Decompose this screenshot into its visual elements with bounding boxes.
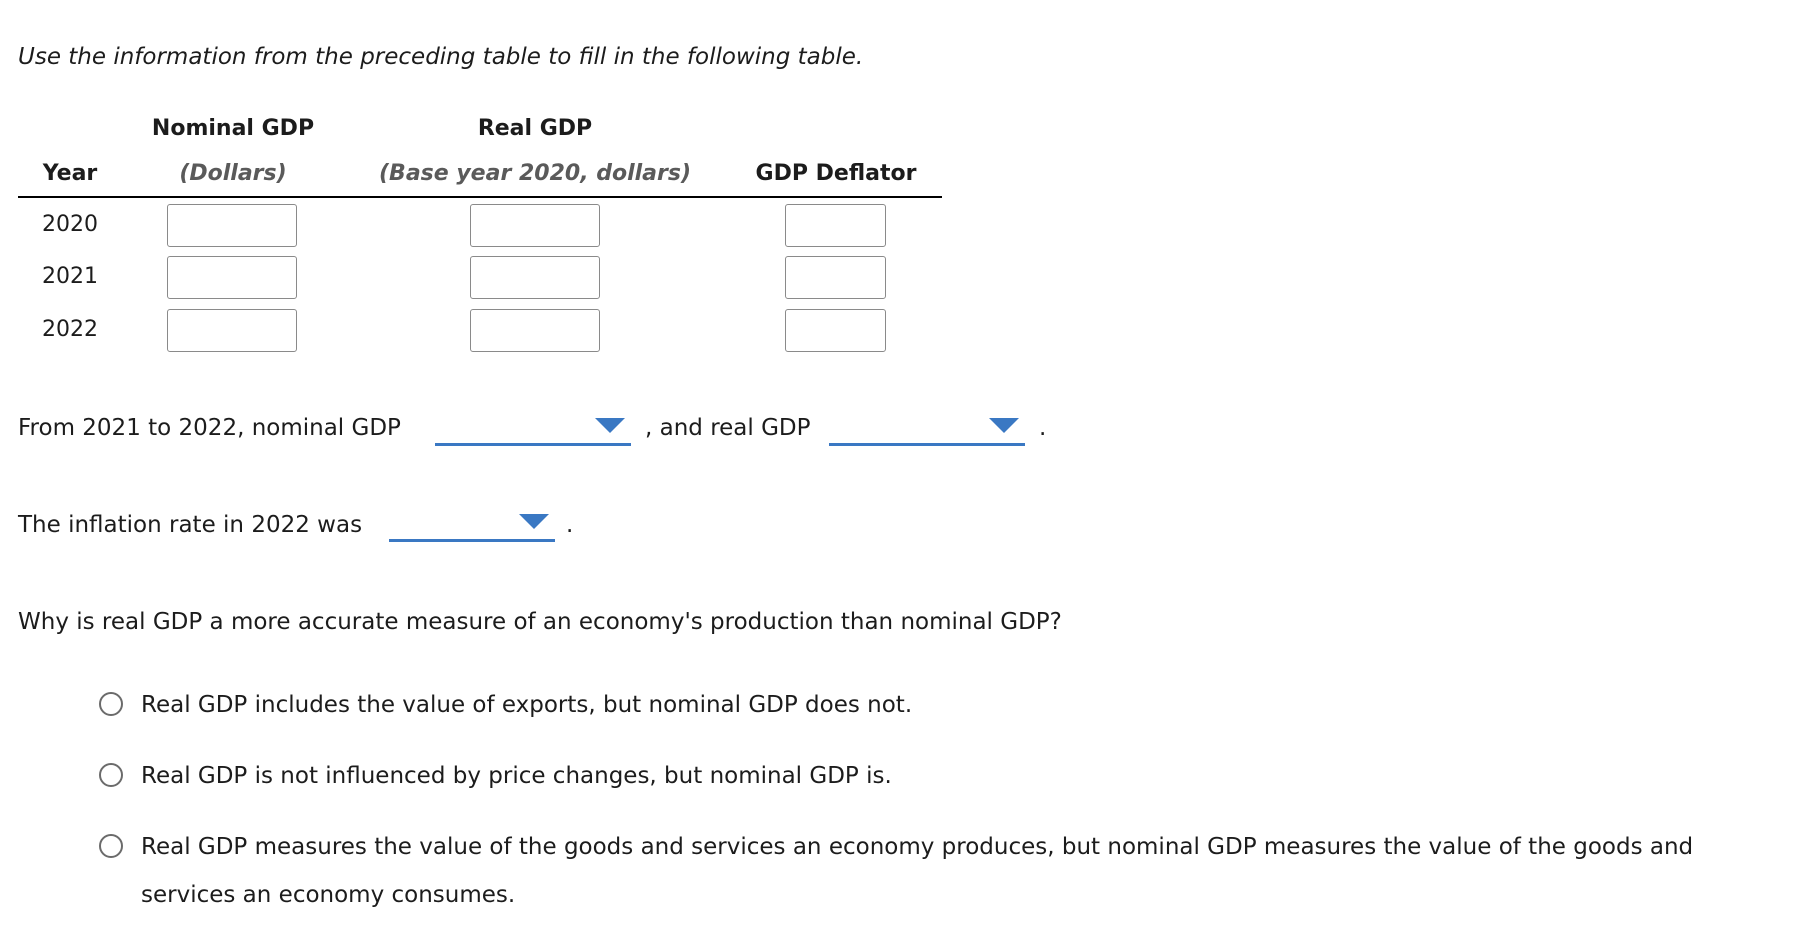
real-gdp-input-2022[interactable]: [470, 309, 600, 352]
nominal-gdp-input-2020[interactable]: [167, 204, 297, 247]
gdp-deflator-input-2020[interactable]: [785, 204, 886, 247]
option-label-produces-consumes[interactable]: Real GDP measures the value of the goods…: [141, 834, 1694, 860]
gdp-deflator-input-2021[interactable]: [785, 256, 886, 299]
option-label-produces-consumes-continued[interactable]: services an economy consumes.: [141, 882, 516, 908]
header-nominal-units: (Dollars): [179, 161, 287, 186]
inflation-rate-dropdown[interactable]: [389, 500, 555, 542]
real-gdp-change-prompt: , and real GDP: [645, 415, 811, 441]
year-cell-2020: 2020: [42, 212, 98, 237]
sentence-end-period: .: [1039, 415, 1047, 441]
header-nominal-gdp: Nominal GDP: [151, 116, 315, 141]
year-cell-2021: 2021: [42, 264, 98, 289]
nominal-gdp-change-prompt: From 2021 to 2022, nominal GDP: [18, 415, 401, 441]
real-vs-nominal-question: Why is real GDP a more accurate measure …: [18, 609, 1062, 635]
instruction-text: Use the information from the preceding t…: [18, 44, 864, 70]
chevron-down-icon: [989, 418, 1019, 433]
gdp-deflator-input-2022[interactable]: [785, 309, 886, 352]
option-label-price-changes[interactable]: Real GDP is not influenced by price chan…: [141, 763, 892, 789]
chevron-down-icon: [519, 514, 549, 529]
real-gdp-input-2021[interactable]: [470, 256, 600, 299]
header-year: Year: [42, 161, 98, 186]
nominal-gdp-input-2022[interactable]: [167, 309, 297, 352]
real-gdp-change-dropdown[interactable]: [829, 404, 1025, 446]
header-gdp-deflator: GDP Deflator: [755, 161, 917, 186]
header-real-units: (Base year 2020, dollars): [379, 161, 691, 186]
year-cell-2022: 2022: [42, 317, 98, 342]
option-radio-exports[interactable]: [99, 692, 123, 716]
option-radio-price-changes[interactable]: [99, 763, 123, 787]
header-real-gdp: Real GDP: [477, 116, 593, 141]
inflation-rate-prompt: The inflation rate in 2022 was: [18, 512, 363, 538]
real-gdp-input-2020[interactable]: [470, 204, 600, 247]
nominal-gdp-input-2021[interactable]: [167, 256, 297, 299]
sentence-end-period: .: [566, 512, 574, 538]
option-label-exports[interactable]: Real GDP includes the value of exports, …: [141, 692, 913, 718]
chevron-down-icon: [595, 418, 625, 433]
nominal-gdp-change-dropdown[interactable]: [435, 404, 631, 446]
table-header-divider: [18, 196, 942, 198]
option-radio-produces-consumes[interactable]: [99, 834, 123, 858]
